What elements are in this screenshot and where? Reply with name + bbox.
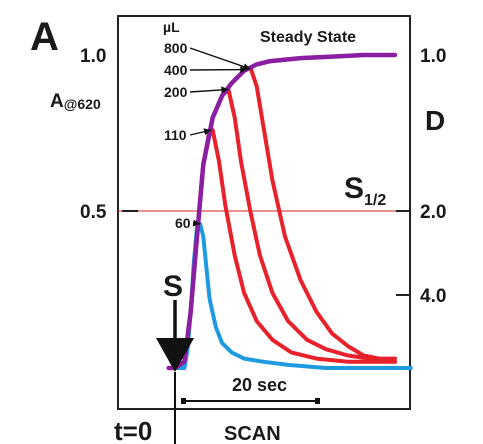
right-tick-label: 1.0 <box>420 46 446 67</box>
left-axis-label: A@620 <box>50 91 101 112</box>
right-tick-label: 2.0 <box>420 202 446 223</box>
annotation-arrowhead-110 <box>203 128 212 136</box>
annotation-arrowhead-60 <box>192 219 201 227</box>
start-marker-label: S <box>163 270 183 303</box>
series-line-400 <box>173 65 397 370</box>
annotation-arrowhead-200 <box>221 86 229 94</box>
left-tick-label: 0.5 <box>80 202 107 223</box>
time-scale-bar-end <box>181 398 186 404</box>
time-bar-label: 20 sec <box>232 375 287 395</box>
left-tick-label: 1.0 <box>80 46 106 67</box>
series-label-400: 400 <box>164 62 188 78</box>
annotation-arrow-800 <box>189 47 251 70</box>
series-group <box>166 52 413 371</box>
time-scale-bar-end <box>315 398 320 404</box>
panel-label: A <box>30 15 59 59</box>
series-label-60: 60 <box>175 215 191 231</box>
time-zero-label: t=0 <box>114 416 152 444</box>
start-arrow-head <box>156 338 194 372</box>
steady-state-label: Steady State <box>260 29 356 46</box>
series-label-800: 800 <box>164 40 188 56</box>
half-saturation-label: S1/2 <box>344 172 386 209</box>
right-tick-label: 4.0 <box>420 286 446 307</box>
annotation-group: 800 400 200 110 60 <box>164 40 251 231</box>
scan-label: SCAN <box>224 423 281 444</box>
series-label-200: 200 <box>164 84 188 100</box>
series-label-110: 110 <box>164 127 187 143</box>
series-line-110 <box>173 128 397 370</box>
annotation-arrowhead-400 <box>240 66 248 74</box>
volume-unit-label: µL <box>163 19 180 35</box>
right-axis-label: D <box>425 105 445 136</box>
plot-frame <box>117 15 411 410</box>
